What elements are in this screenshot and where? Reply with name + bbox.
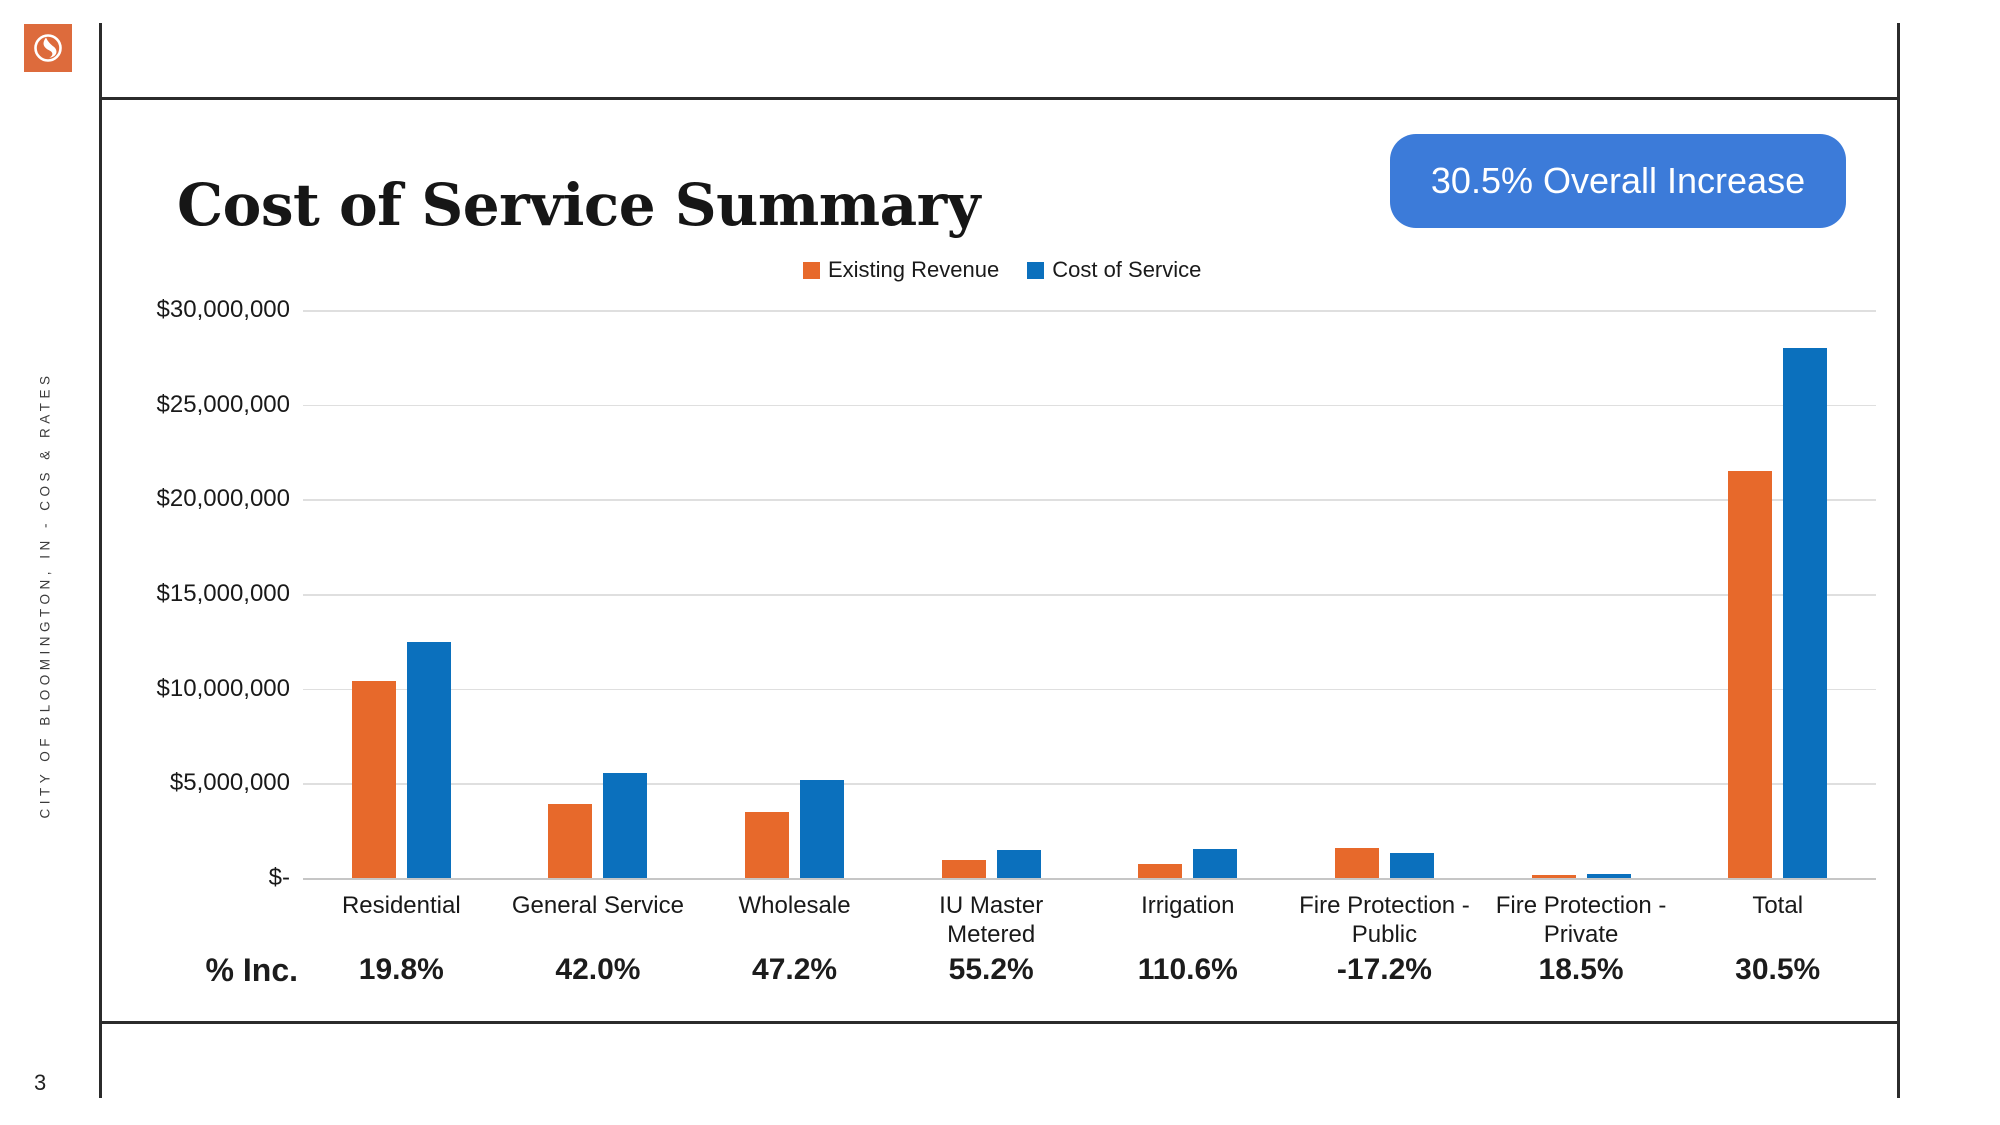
category-label-fire-protection-private: Fire Protection - Private bbox=[1495, 892, 1667, 948]
pct-increase-fire-protection-public: -17.2% bbox=[1336, 953, 1432, 986]
pct-inc-label: % Inc. bbox=[205, 952, 298, 988]
gridline bbox=[303, 783, 1876, 785]
bar-existing-revenue-wholesale bbox=[745, 812, 790, 878]
bar-existing-revenue-total bbox=[1728, 471, 1773, 878]
bar-group-fire-protection-private bbox=[1483, 310, 1680, 878]
legend-swatch-icon bbox=[803, 261, 820, 279]
pct-increase-general-service: 42.0% bbox=[555, 953, 641, 986]
bar-existing-revenue-general-service bbox=[548, 804, 593, 878]
frame-top-line bbox=[100, 97, 1900, 100]
category-label-irrigation: Irrigation bbox=[1141, 892, 1235, 919]
y-tick-label: $20,000,000 bbox=[156, 485, 290, 513]
bar-existing-revenue-irrigation bbox=[1138, 864, 1183, 878]
bar-cost-of-service-irrigation bbox=[1193, 849, 1238, 878]
bar-group-iu-master-metered bbox=[893, 310, 1090, 878]
bar-cost-of-service-wholesale bbox=[800, 780, 845, 878]
overall-increase-badge-label: 30.5% Overall Increase bbox=[1430, 160, 1806, 201]
bar-cost-of-service-fire-protection-private bbox=[1586, 874, 1631, 878]
legend-swatch-icon bbox=[1027, 261, 1045, 279]
chart-plot-area bbox=[303, 310, 1876, 880]
swirl-drop-in-circle-icon bbox=[24, 24, 72, 72]
y-tick-label: $15,000,000 bbox=[156, 580, 290, 607]
bar-group-total bbox=[1679, 310, 1876, 878]
bar-existing-revenue-fire-protection-private bbox=[1531, 875, 1576, 878]
gridline bbox=[303, 499, 1876, 501]
bar-cost-of-service-total bbox=[1783, 348, 1828, 878]
category-label-iu-master-metered: IU Master Metered bbox=[939, 892, 1044, 948]
company-logo bbox=[24, 24, 72, 72]
category-label-wholesale: Wholesale bbox=[738, 892, 851, 919]
legend-label: Existing Revenue bbox=[828, 257, 1000, 282]
gridline bbox=[303, 404, 1876, 407]
frame-left-line bbox=[99, 23, 102, 1098]
bar-group-irrigation bbox=[1090, 310, 1287, 878]
category-label-general-service: General Service bbox=[511, 892, 684, 919]
category-label-total: Total bbox=[1752, 892, 1804, 919]
pct-increase-fire-protection-private: 18.5% bbox=[1538, 953, 1624, 986]
frame-right-line bbox=[1897, 23, 1900, 1098]
pct-increase-total: 30.5% bbox=[1735, 953, 1821, 986]
chart-legend: Existing Revenue Cost of Service bbox=[803, 257, 1201, 283]
bar-existing-revenue-iu-master-metered bbox=[941, 860, 986, 878]
page-number: 3 bbox=[34, 1070, 47, 1095]
bar-cost-of-service-general-service bbox=[603, 773, 648, 878]
frame-bottom-line bbox=[100, 1021, 1900, 1024]
y-tick-label: $- bbox=[268, 864, 290, 891]
bar-cost-of-service-residential bbox=[406, 642, 451, 878]
legend-item-existing-revenue: Existing Revenue bbox=[803, 257, 999, 283]
bar-cost-of-service-iu-master-metered bbox=[996, 850, 1041, 878]
pct-increase-irrigation: 110.6% bbox=[1137, 953, 1238, 986]
pct-increase-wholesale: 47.2% bbox=[752, 953, 838, 986]
gridline bbox=[303, 688, 1876, 691]
y-tick-label: $25,000,000 bbox=[156, 390, 290, 418]
y-tick-label: $5,000,000 bbox=[169, 769, 290, 797]
category-label-residential: Residential bbox=[341, 892, 461, 919]
slide-title: Cost of Service Summary bbox=[177, 171, 980, 239]
legend-item-cost-of-service: Cost of Service bbox=[1027, 257, 1201, 283]
bar-group-fire-protection-public bbox=[1286, 310, 1483, 878]
bar-existing-revenue-residential bbox=[351, 681, 396, 878]
gridline bbox=[303, 310, 1876, 312]
gridline bbox=[303, 594, 1876, 596]
bar-group-general-service bbox=[500, 310, 697, 878]
bar-group-wholesale bbox=[696, 310, 893, 878]
legend-label: Cost of Service bbox=[1052, 257, 1202, 282]
overall-increase-badge: 30.5% Overall Increase bbox=[1390, 134, 1846, 228]
pct-increase-residential: 19.8% bbox=[358, 953, 444, 986]
category-label-fire-protection-public: Fire Protection - Public bbox=[1299, 892, 1470, 948]
bar-group-residential bbox=[303, 310, 500, 878]
gridline bbox=[303, 878, 1876, 880]
bar-cost-of-service-fire-protection-public bbox=[1389, 853, 1434, 878]
pct-increase-iu-master-metered: 55.2% bbox=[948, 953, 1034, 986]
y-tick-label: $30,000,000 bbox=[156, 296, 290, 323]
y-tick-label: $10,000,000 bbox=[156, 674, 290, 702]
bar-existing-revenue-fire-protection-public bbox=[1334, 848, 1379, 878]
